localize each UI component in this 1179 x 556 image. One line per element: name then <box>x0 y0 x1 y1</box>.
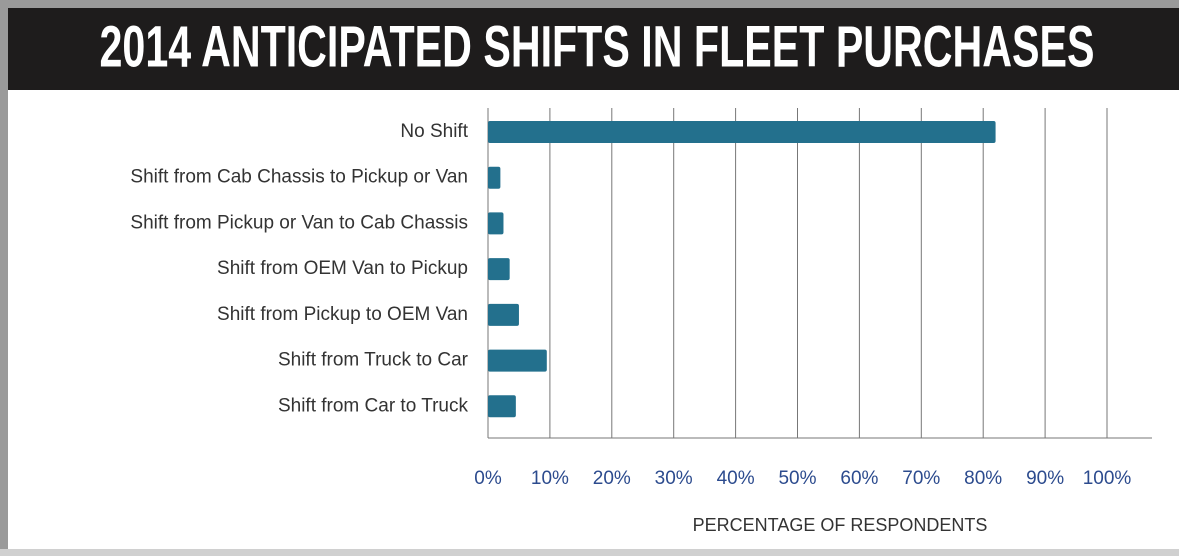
x-tick-label: 10% <box>531 468 569 489</box>
x-tick-label: 40% <box>717 468 755 489</box>
frame-left <box>0 0 8 556</box>
bar <box>488 349 547 372</box>
bar <box>488 166 501 189</box>
y-tick-label: Shift from OEM Van to Pickup <box>217 258 468 279</box>
x-axis-label: PERCENTAGE OF RESPONDENTS <box>693 515 988 535</box>
x-tick-label: 80% <box>964 468 1002 489</box>
x-tick-label: 0% <box>474 468 502 489</box>
y-tick-label: Shift from Truck to Car <box>278 350 469 371</box>
chart-title: 2014 ANTICIPATED SHIFTS IN FLEET PURCHAS… <box>100 14 1095 79</box>
y-tick-label: Shift from Pickup to OEM Van <box>217 304 468 325</box>
x-tick-label: 60% <box>840 468 878 489</box>
x-tick-label: 20% <box>593 468 631 489</box>
x-tick-label: 30% <box>655 468 693 489</box>
title-bar <box>8 8 1179 90</box>
frame-top <box>0 0 1179 8</box>
x-tick-label: 100% <box>1083 468 1132 489</box>
bar <box>488 258 510 281</box>
frame-bottom <box>0 549 1179 556</box>
bar <box>488 303 519 326</box>
bar <box>488 121 996 143</box>
y-tick-label: Shift from Pickup or Van to Cab Chassis <box>130 212 468 233</box>
y-tick-label: Shift from Car to Truck <box>278 395 469 416</box>
y-tick-label: No Shift <box>400 121 468 142</box>
y-tick-label: Shift from Cab Chassis to Pickup or Van <box>130 167 468 188</box>
x-tick-label: 90% <box>1026 468 1064 489</box>
bar <box>488 212 504 235</box>
x-tick-label: 70% <box>902 468 940 489</box>
bar <box>488 395 516 418</box>
x-tick-label: 50% <box>778 468 816 489</box>
